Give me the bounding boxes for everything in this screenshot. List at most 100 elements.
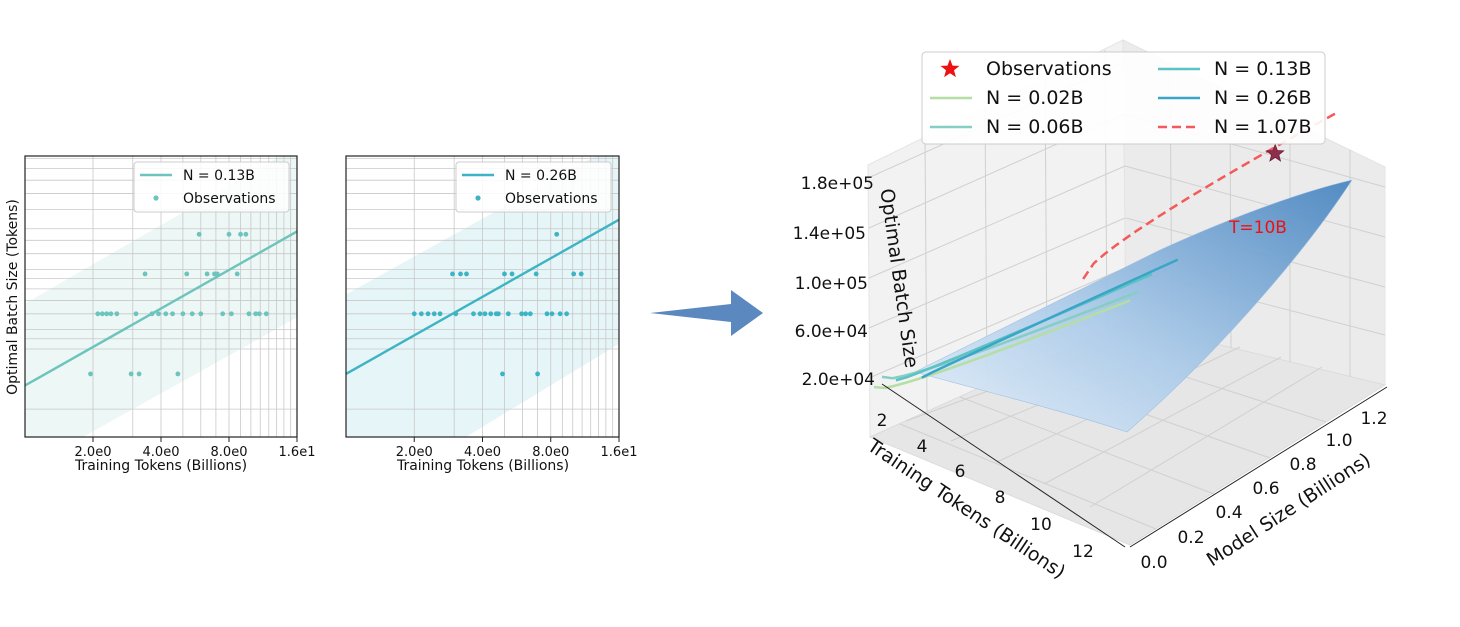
legend-label: Observations [986,58,1112,80]
fit-line [25,230,297,387]
data-point [557,311,563,317]
x-tick-label: 2.0e0 [75,445,112,460]
panel-2: 2.0e0 4.0e0 8.0e0 1.6e1 Training Tokens (Bi… [345,155,637,474]
data-point [180,311,186,317]
y-tick-label: 0.8 [1289,455,1316,475]
y-tick-label: 0.4 [1215,503,1242,523]
legend: N = 0.13B Observations [133,161,290,213]
data-point [184,271,190,277]
data-point [198,311,204,317]
y-tick-label: 1.2 [1360,409,1387,429]
data-point [418,311,424,317]
surface [914,179,1353,433]
data-point [502,271,507,277]
data-point [189,311,195,317]
data-point [108,311,114,317]
data-point [578,271,584,277]
x-tick-label: 2 [877,411,888,431]
z-tick-label: 6.0e+04 [795,322,868,342]
legend-label: N = 0.26B [1214,87,1312,109]
x-axis-label: Training Tokens (Billions) [74,458,247,474]
legend-point-swatch [475,195,481,201]
legend-label: N = 0.26B [505,168,577,184]
observation-label: T=10B [1228,218,1287,238]
legend: N = 0.26B Observations [455,161,612,213]
data-point [88,371,93,377]
y-axis-line [1129,386,1388,548]
data-point [544,311,550,317]
x-tick-label: 4.0e0 [464,445,501,460]
data-point [204,271,210,277]
panel-1: 2.0e0 4.0e0 8.0e0 1.6e1 Training Tokens (Bi… [5,155,316,474]
x-axis-label: Training Tokens (Billions) [396,458,569,474]
z-tick-label: 2.0e+04 [802,370,875,390]
data-point [533,271,539,277]
y-tick-label: 0.2 [1177,528,1204,548]
data-point [495,311,501,317]
data-point [519,311,524,317]
y-axis-label: Optimal Batch Size (Tokens) [5,199,21,395]
data-point [500,371,505,377]
data-point [523,311,529,317]
data-point [104,311,110,317]
legend-label: N = 0.13B [1214,58,1312,80]
legend-label: N = 1.07B [1214,116,1312,138]
data-point [488,311,494,317]
data-point [256,311,262,317]
y-tick-label: 0.0 [1140,553,1167,573]
data-point [425,311,431,317]
data-point [238,231,243,237]
data-point [114,311,120,317]
x-tick-label: 8.0e0 [532,445,569,460]
x-tick-label: 10 [1030,515,1052,535]
x-axis-line [881,383,1126,548]
legend-label: N = 0.06B [986,116,1084,138]
arrow-icon [650,290,763,336]
data-point [220,311,226,317]
legend-point-swatch [153,195,159,201]
data-point [527,311,533,317]
legend-3d: Observations N = 0.02B N = 0.06B N = 0.1… [921,51,1326,145]
x-tick-label: 8 [995,488,1006,508]
x-tick-label: 4.0e0 [143,445,180,460]
legend-label: Observations [183,191,276,207]
data-point [263,311,269,317]
data-point [142,271,148,277]
x-tick-label: 6 [955,462,966,482]
data-point [431,311,437,317]
data-point [554,231,560,237]
data-point [411,311,417,317]
data-point [505,311,511,317]
z-tick-label: 1.0e+05 [795,274,868,294]
data-point [95,311,101,317]
data-point [535,371,541,377]
data-point [234,271,240,277]
data-point [482,311,488,317]
y-tick-label: 1.0 [1325,431,1352,451]
data-point [229,311,234,317]
data-point [243,231,249,237]
data-point [458,271,463,277]
legend-label: N = 0.13B [183,168,255,184]
data-point [571,271,577,277]
x-tick-label: 12 [1072,542,1094,562]
legend-label: Observations [505,191,598,207]
data-point [170,311,175,317]
z-tick-label: 1.8e+05 [801,174,874,194]
curve-n-0.02b [873,299,1131,390]
data-point [136,371,142,377]
data-point [450,271,455,277]
data-point [471,311,476,317]
data-point [549,311,555,317]
data-point [437,311,443,317]
data-point [163,311,169,317]
data-point [477,311,483,317]
data-point [226,231,232,237]
x-tick-label: 1.6e1 [279,445,316,460]
x-tick-label: 2.0e0 [396,445,433,460]
y-tick-label: 0.6 [1252,479,1279,499]
z-tick-label: 1.4e+05 [793,224,866,244]
legend-label: N = 0.02B [986,87,1084,109]
data-point [509,271,515,277]
